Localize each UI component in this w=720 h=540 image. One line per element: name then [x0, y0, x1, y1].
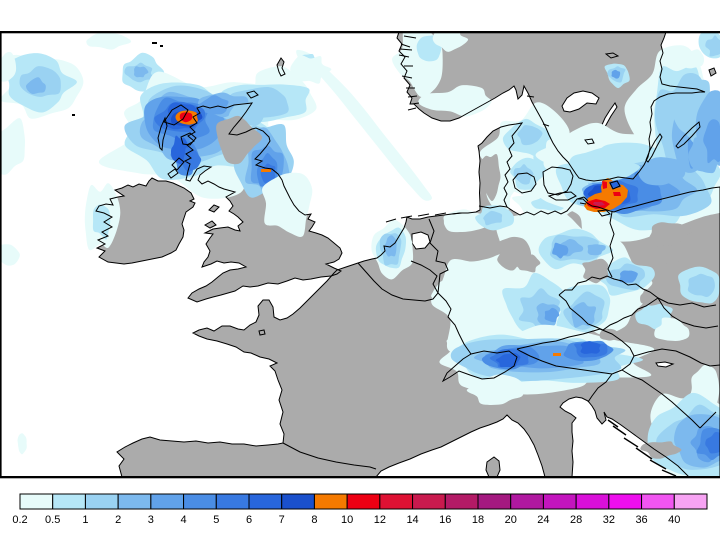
- svg-text:1: 1: [82, 514, 88, 526]
- svg-text:24: 24: [537, 514, 549, 526]
- svg-text:7: 7: [279, 514, 285, 526]
- svg-text:40: 40: [668, 514, 680, 526]
- svg-text:16: 16: [439, 514, 451, 526]
- svg-text:32: 32: [603, 514, 615, 526]
- svg-text:0.5: 0.5: [45, 514, 60, 526]
- svg-text:5: 5: [213, 514, 219, 526]
- svg-text:28: 28: [570, 514, 582, 526]
- svg-text:10: 10: [341, 514, 353, 526]
- svg-text:14: 14: [406, 514, 418, 526]
- svg-text:4: 4: [181, 514, 187, 526]
- svg-text:18: 18: [472, 514, 484, 526]
- svg-text:6: 6: [246, 514, 252, 526]
- svg-text:3: 3: [148, 514, 154, 526]
- svg-text:12: 12: [374, 514, 386, 526]
- svg-text:20: 20: [505, 514, 517, 526]
- svg-text:8: 8: [311, 514, 317, 526]
- svg-text:2: 2: [115, 514, 121, 526]
- svg-text:0.2: 0.2: [12, 514, 27, 526]
- svg-text:36: 36: [635, 514, 647, 526]
